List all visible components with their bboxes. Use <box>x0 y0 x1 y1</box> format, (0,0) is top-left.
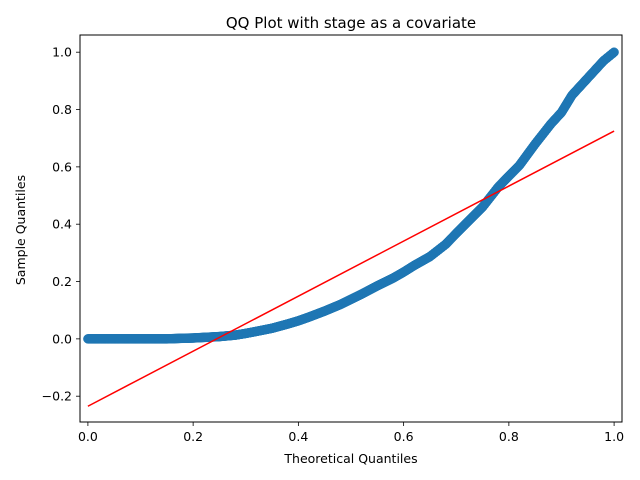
reference-line <box>87 130 615 407</box>
plot-frame <box>79 34 623 423</box>
x-axis: 0.0 0.2 0.4 0.6 0.8 1.0 <box>78 422 624 444</box>
y-axis-label: Sample Quantiles <box>13 175 28 285</box>
x-axis-label: Theoretical Quantiles <box>283 451 417 466</box>
sample-quantile-points <box>83 47 619 344</box>
x-tick-label: 0.8 <box>499 429 519 444</box>
y-axis: −0.2 0.0 0.2 0.4 0.6 0.8 1.0 <box>42 45 80 404</box>
y-tick-label: 0.8 <box>52 102 72 117</box>
y-tick-label: 1.0 <box>52 45 72 60</box>
x-tick-label: 1.0 <box>604 429 624 444</box>
x-tick-label: 0.6 <box>394 429 414 444</box>
y-tick-label: −0.2 <box>42 389 72 404</box>
plot-area <box>83 47 619 407</box>
x-tick-label: 0.2 <box>183 429 203 444</box>
y-tick-label: 0.6 <box>52 159 72 174</box>
x-tick-label: 0.4 <box>288 429 308 444</box>
x-tick-label: 0.0 <box>78 429 98 444</box>
chart-title: QQ Plot with stage as a covariate <box>226 14 476 32</box>
y-tick-label: 0.2 <box>52 274 72 289</box>
y-tick-label: 0.4 <box>52 217 72 232</box>
y-tick-label: 0.0 <box>52 331 72 346</box>
data-point <box>609 47 619 57</box>
